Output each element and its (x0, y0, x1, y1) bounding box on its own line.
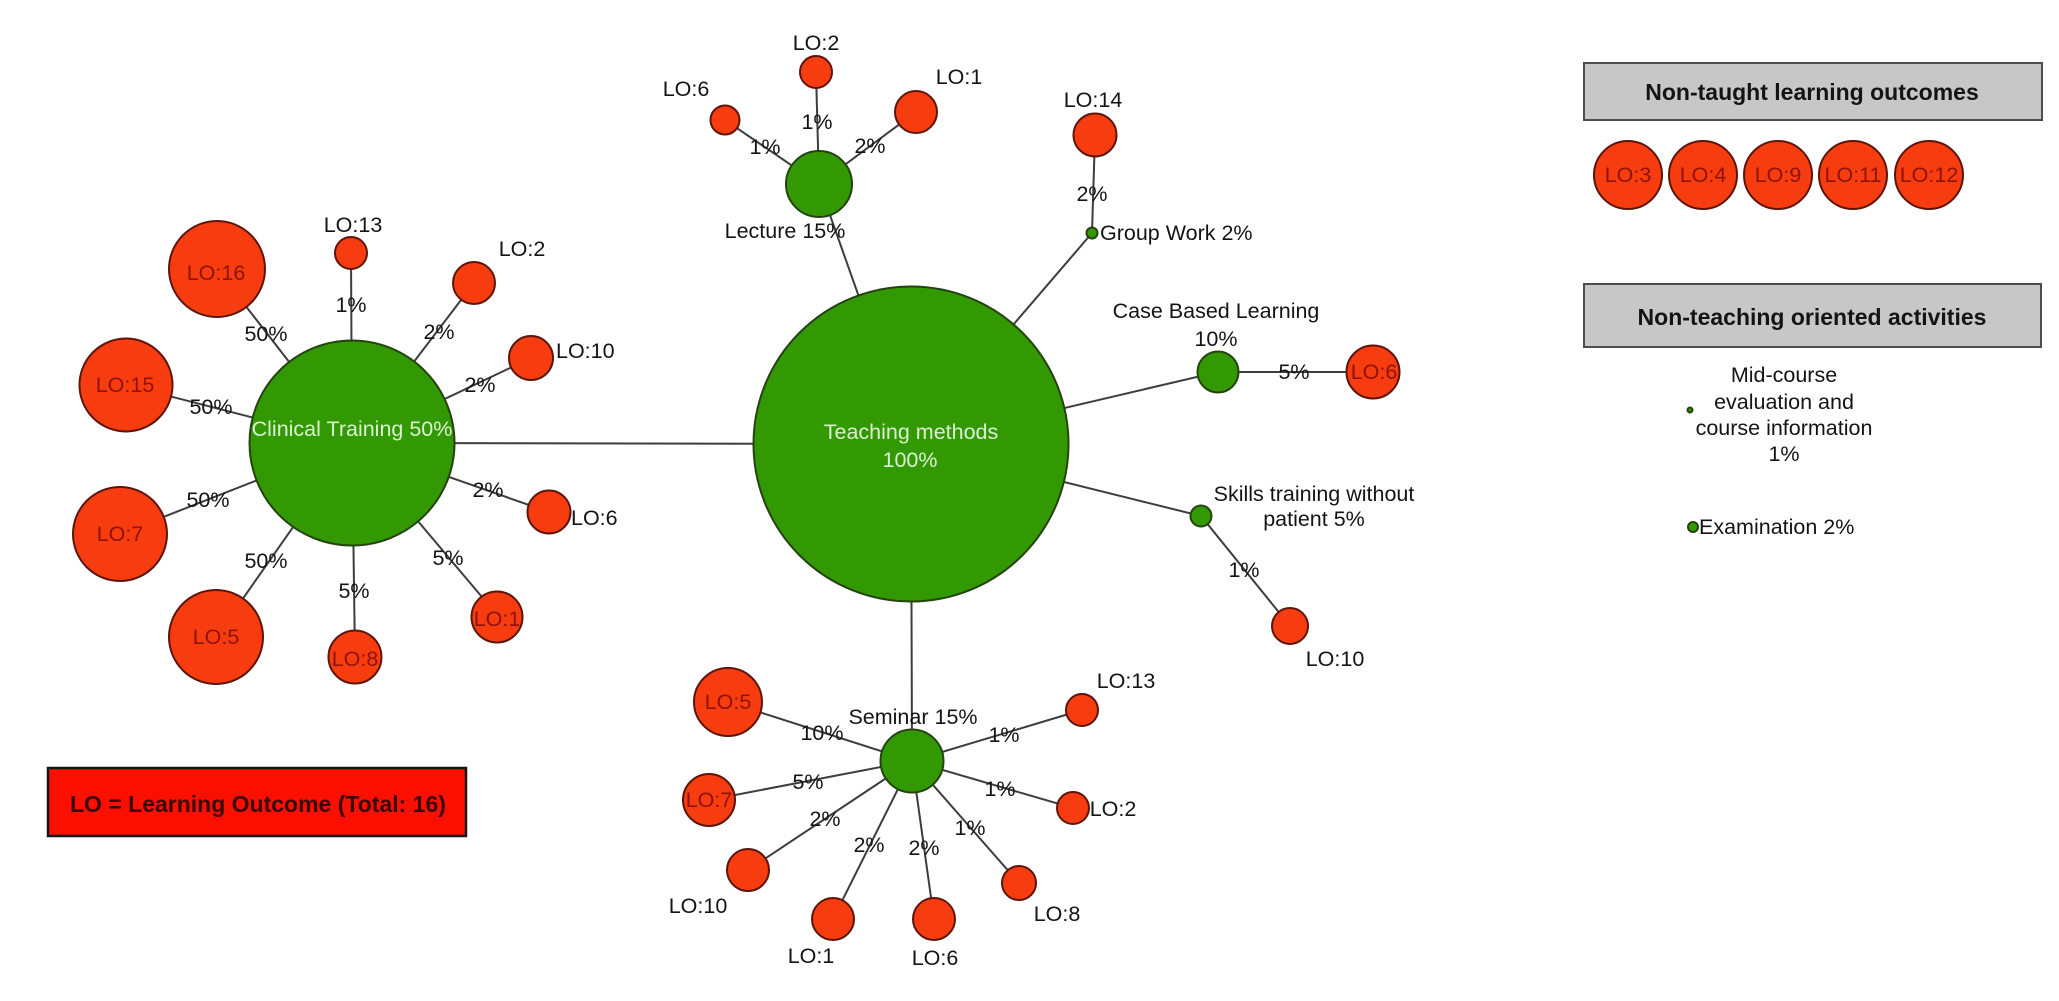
svg-text:2%: 2% (854, 134, 885, 158)
svg-text:LO:9: LO:9 (1755, 163, 1802, 187)
svg-text:5%: 5% (792, 770, 823, 794)
svg-text:1%: 1% (335, 293, 366, 317)
svg-text:1%: 1% (988, 723, 1019, 747)
svg-text:1%: 1% (1768, 442, 1799, 466)
svg-text:LO:16: LO:16 (187, 261, 246, 285)
svg-text:LO:13: LO:13 (1097, 669, 1156, 693)
svg-text:1%: 1% (801, 110, 832, 134)
svg-text:LO:12: LO:12 (1900, 163, 1959, 187)
svg-text:LO:6: LO:6 (912, 946, 959, 970)
svg-text:LO:1: LO:1 (474, 607, 521, 631)
svg-text:50%: 50% (186, 488, 229, 512)
svg-text:LO:2: LO:2 (499, 237, 546, 261)
svg-text:1%: 1% (749, 135, 780, 159)
svg-text:5%: 5% (1278, 360, 1309, 384)
svg-text:Non-teaching oriented activiti: Non-teaching oriented activities (1638, 304, 1987, 330)
svg-text:patient 5%: patient 5% (1263, 507, 1365, 531)
svg-text:2%: 2% (1076, 182, 1107, 206)
svg-text:LO:6: LO:6 (571, 506, 618, 530)
svg-text:50%: 50% (189, 395, 232, 419)
svg-text:5%: 5% (338, 579, 369, 603)
svg-text:1%: 1% (1228, 558, 1259, 582)
svg-text:LO:10: LO:10 (669, 894, 728, 918)
svg-text:LO:6: LO:6 (663, 77, 710, 101)
svg-text:10%: 10% (800, 721, 843, 745)
svg-text:LO:4: LO:4 (1680, 163, 1727, 187)
svg-text:Lecture 15%: Lecture 15% (725, 219, 846, 243)
svg-text:2%: 2% (464, 373, 495, 397)
svg-text:2%: 2% (908, 836, 939, 860)
svg-text:course information: course information (1696, 416, 1873, 440)
svg-text:LO:11: LO:11 (1825, 163, 1882, 187)
svg-text:LO:10: LO:10 (1306, 647, 1365, 671)
svg-text:Teaching methods: Teaching methods (824, 420, 999, 444)
svg-text:LO:13: LO:13 (324, 213, 383, 237)
svg-text:1%: 1% (954, 816, 985, 840)
svg-text:LO:6: LO:6 (1351, 360, 1398, 384)
svg-text:LO:3: LO:3 (1605, 163, 1652, 187)
svg-text:1%: 1% (984, 777, 1015, 801)
svg-text:LO:2: LO:2 (793, 31, 840, 55)
svg-text:5%: 5% (432, 546, 463, 570)
svg-text:LO:8: LO:8 (332, 647, 379, 671)
svg-text:LO:7: LO:7 (686, 788, 733, 812)
svg-text:LO:1: LO:1 (936, 65, 983, 89)
svg-text:LO:5: LO:5 (193, 625, 240, 649)
svg-text:Skills training without: Skills training without (1214, 482, 1415, 506)
svg-text:LO:14: LO:14 (1064, 88, 1123, 112)
svg-text:Non-taught learning outcomes: Non-taught learning outcomes (1645, 79, 1979, 105)
svg-text:100%: 100% (883, 448, 938, 472)
svg-text:Case Based Learning: Case Based Learning (1113, 299, 1320, 323)
svg-text:50%: 50% (244, 322, 287, 346)
svg-text:LO = Learning Outcome (Total:: LO = Learning Outcome (Total: 16) (70, 791, 446, 817)
svg-text:LO:7: LO:7 (97, 522, 144, 546)
svg-text:LO:8: LO:8 (1034, 902, 1081, 926)
svg-text:2%: 2% (472, 478, 503, 502)
svg-text:Mid-course: Mid-course (1731, 363, 1837, 387)
svg-text:LO:15: LO:15 (96, 373, 155, 397)
svg-text:evaluation and: evaluation and (1714, 390, 1854, 414)
svg-text:50%: 50% (244, 549, 287, 573)
svg-text:LO:5: LO:5 (705, 690, 752, 714)
svg-text:2%: 2% (853, 833, 884, 857)
svg-text:LO:1: LO:1 (788, 944, 835, 968)
svg-text:Seminar 15%: Seminar 15% (848, 705, 977, 729)
svg-text:2%: 2% (423, 320, 454, 344)
svg-text:Group Work 2%: Group Work 2% (1100, 221, 1253, 245)
svg-text:Examination 2%: Examination 2% (1699, 515, 1854, 539)
svg-text:2%: 2% (809, 807, 840, 831)
svg-text:LO:2: LO:2 (1090, 797, 1137, 821)
svg-text:LO:10: LO:10 (556, 339, 615, 363)
svg-text:Clinical Training 50%: Clinical Training 50% (252, 417, 453, 441)
svg-text:10%: 10% (1194, 327, 1237, 351)
